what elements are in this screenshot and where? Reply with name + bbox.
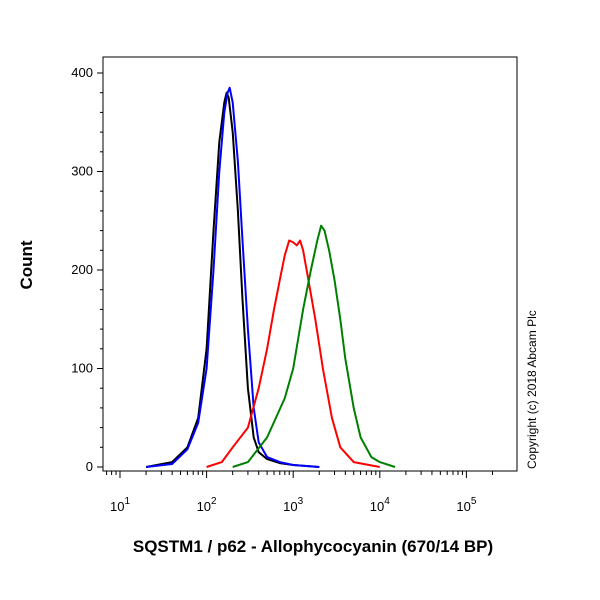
y-tick-label: 0 (86, 459, 93, 474)
x-tick-label: 102 (197, 496, 217, 514)
series-line-1 (145, 91, 320, 468)
x-axis: 101 102 103 104 105 (106, 471, 493, 514)
y-axis-label: Count (17, 240, 36, 289)
x-tick-label: 101 (110, 496, 130, 514)
y-tick-label: 400 (71, 65, 93, 80)
x-tick-label: 104 (370, 496, 390, 514)
x-tick-label: 105 (456, 496, 476, 514)
series-line-3 (206, 239, 380, 468)
histogram-curves (145, 86, 396, 468)
copyright-annotation: Copyright (c) 2018 Abcam Plc (525, 310, 539, 469)
series-line-2 (145, 86, 320, 468)
x-tick-label: 103 (283, 496, 303, 514)
y-tick-label: 300 (71, 164, 93, 179)
plot-frame (102, 56, 518, 472)
y-tick-label: 100 (71, 361, 93, 376)
y-tick-label: 200 (71, 262, 93, 277)
series-line-4 (232, 224, 396, 468)
x-axis-label: SQSTM1 / p62 - Allophycocyanin (670/14 B… (133, 537, 493, 556)
y-axis: 0 100 200 300 400 (71, 65, 103, 474)
